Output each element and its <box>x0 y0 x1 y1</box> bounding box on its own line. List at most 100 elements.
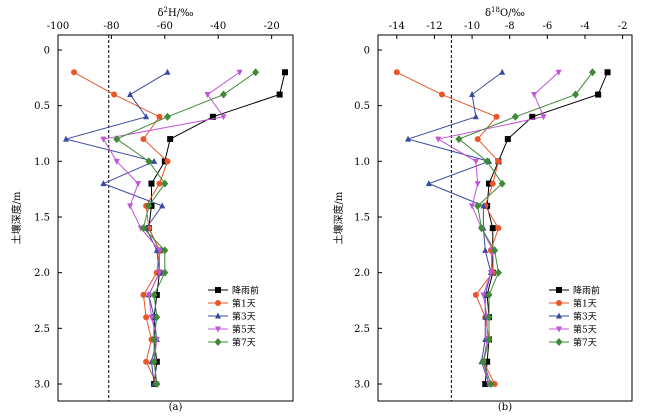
data-point <box>153 380 161 388</box>
x-tick-label: -60 <box>157 21 173 32</box>
data-point <box>156 113 163 120</box>
x-axis-title: δ18O/‰ <box>485 6 525 19</box>
series-line <box>484 72 609 385</box>
x-tick-label: -8 <box>505 21 515 32</box>
data-point <box>156 247 163 254</box>
data-point <box>529 113 536 120</box>
x-tick-label: -40 <box>210 21 226 32</box>
data-point <box>472 113 479 120</box>
data-point <box>204 92 211 99</box>
data-point <box>511 112 519 121</box>
x-tick-label: -10 <box>464 21 480 32</box>
data-point <box>236 69 243 76</box>
data-point <box>127 91 134 98</box>
legend-label: 第1天 <box>573 298 597 310</box>
legend-label: 第5天 <box>573 324 597 336</box>
x-tick-label: -80 <box>103 21 119 32</box>
y-tick-label: 0.5 <box>34 101 50 112</box>
data-point <box>163 112 171 121</box>
x-tick-label: -20 <box>264 21 280 32</box>
legend-marker <box>556 312 562 319</box>
legend-marker <box>556 300 562 306</box>
data-point <box>474 181 481 188</box>
legend-marker <box>215 287 221 293</box>
x-axis-title-base: δ <box>485 8 491 19</box>
y-tick-label: 0.5 <box>354 101 370 112</box>
y-tick-label: 1.0 <box>34 157 50 168</box>
chart-panel-1: -100 -80 -60 -40 -20 0 0.5 1.0 1.5 2.0 2.5 3.0 δ2H/‰… <box>10 6 294 413</box>
legend-label: 第1天 <box>232 298 256 310</box>
data-point <box>143 358 150 365</box>
data-point <box>63 135 70 142</box>
legend-label: 降雨前 <box>573 285 600 297</box>
data-point <box>469 203 476 210</box>
panel-label: (a) <box>169 402 183 413</box>
data-point <box>156 270 163 277</box>
data-point <box>484 358 491 365</box>
data-point <box>494 268 502 277</box>
data-point <box>113 158 120 165</box>
data-point <box>486 180 493 187</box>
x-tick-label: -12 <box>426 21 442 32</box>
y-tick-label: 1.5 <box>354 213 370 224</box>
data-point <box>153 313 161 322</box>
data-point <box>405 135 412 142</box>
x-tick-label: -4 <box>580 21 590 32</box>
legend-marker <box>215 300 221 306</box>
y-tick-label: 2.0 <box>34 268 50 279</box>
data-point <box>555 69 562 76</box>
data-point <box>161 268 169 277</box>
x-axis-title-sup: 18 <box>491 6 500 14</box>
x-axis-title: δ2H/‰ <box>157 6 193 19</box>
data-point <box>485 335 493 344</box>
data-point <box>540 114 547 121</box>
data-point <box>482 246 489 253</box>
data-point <box>479 357 487 366</box>
data-point <box>150 290 158 299</box>
data-point <box>100 180 107 187</box>
data-point <box>111 91 118 98</box>
series-line <box>102 71 240 385</box>
y-tick-label: 2.5 <box>354 324 370 335</box>
y-tick-label: 3.0 <box>34 380 50 391</box>
data-point <box>127 203 134 210</box>
data-point <box>485 290 493 299</box>
data-point <box>151 157 158 164</box>
data-point <box>472 158 479 165</box>
legend-label: 第3天 <box>573 311 597 323</box>
data-point <box>252 68 260 77</box>
data-point <box>483 157 491 166</box>
legend-label: 第7天 <box>232 337 256 349</box>
data-point <box>143 113 150 120</box>
y-tick-label: 1.0 <box>354 157 370 168</box>
x-axis-title-base: δ <box>157 8 163 19</box>
legend-label: 降雨前 <box>232 285 259 297</box>
x-tick-label: -6 <box>542 21 552 32</box>
series-4 <box>100 69 243 388</box>
data-point <box>164 68 171 75</box>
data-point <box>148 180 155 187</box>
data-point <box>71 69 78 76</box>
x-tick-label: -2 <box>618 21 628 32</box>
chart-panel-2: -14 -12 -10 -8 -6 -4 -2 0 0.5 1.0 1.5 2.0 2.5 3.0 δ18O… <box>332 6 633 413</box>
x-tick-label: -14 <box>389 21 405 32</box>
data-point <box>498 179 506 188</box>
data-point <box>164 158 171 165</box>
data-point <box>474 136 481 143</box>
data-point <box>485 313 493 322</box>
data-point <box>495 225 502 232</box>
data-point <box>156 180 163 187</box>
data-point <box>487 270 494 277</box>
x-tick-label: -100 <box>47 21 69 32</box>
data-point <box>572 90 580 99</box>
data-point <box>455 135 463 144</box>
data-point <box>150 357 158 366</box>
data-point <box>425 180 432 187</box>
legend-marker <box>215 326 221 333</box>
legend-label: 第5天 <box>232 324 256 336</box>
data-point <box>489 225 496 232</box>
legend-label: 第3天 <box>232 311 256 323</box>
data-point <box>604 69 611 76</box>
data-point <box>113 135 121 144</box>
